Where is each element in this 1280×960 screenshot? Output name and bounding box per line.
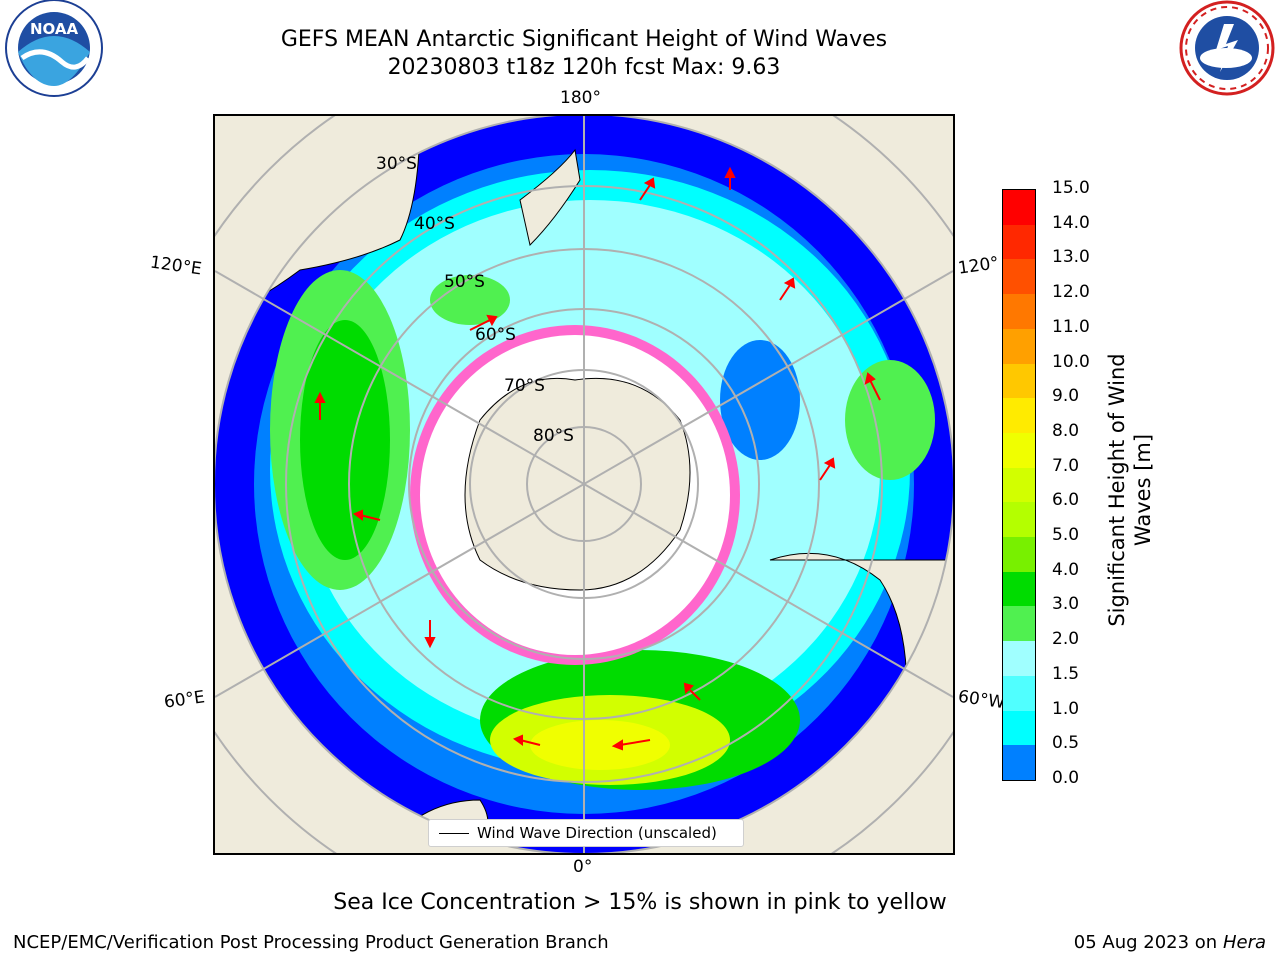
colorbar-title-line2: Waves [m]: [1131, 433, 1155, 547]
colorbar-swatch: [1003, 675, 1035, 711]
colorbar-swatch: [1003, 224, 1035, 260]
colorbar-swatch: [1003, 363, 1035, 399]
map-frame: [213, 114, 955, 855]
lat-label-70s: 70°S: [504, 376, 545, 396]
colorbar-swatch: [1003, 502, 1035, 538]
chart-title: GEFS MEAN Antarctic Significant Height o…: [280, 27, 888, 52]
wave-arrows: [314, 166, 881, 751]
colorbar-swatch: [1003, 398, 1035, 433]
lat-label-40s: 40°S: [414, 214, 455, 234]
chart-subtitle: 20230803 t18z 120h fcst Max: 9.63: [387, 55, 781, 80]
colorbar-tick-label: 9.0: [1052, 386, 1080, 407]
colorbar-title-line1: Significant Height of Wind: [1105, 353, 1129, 627]
footer-credit: NCEP/EMC/Verification Post Processing Pr…: [13, 932, 609, 953]
colorbar-tick-label: 7.0: [1052, 455, 1080, 476]
colorbar-swatch: [1003, 537, 1035, 572]
legend-label: Wind Wave Direction (unscaled): [477, 824, 717, 842]
footer-date: 05 Aug 2023 on Hera: [1074, 932, 1266, 953]
colorbar-swatch: [1003, 432, 1035, 468]
colorbar-swatch: [1003, 259, 1035, 295]
colorbar-tick-label: 4.0: [1052, 559, 1080, 580]
colorbar-tick-label: 13.0: [1052, 247, 1090, 268]
colorbar-swatch: [1003, 606, 1035, 642]
colorbar-swatch: [1003, 641, 1035, 676]
colorbar-tick-label: 1.5: [1052, 663, 1080, 684]
colorbar-tick-label: 5.0: [1052, 525, 1080, 546]
lat-label-60s: 60°S: [475, 325, 516, 345]
colorbar-tick-label: 1.0: [1052, 698, 1080, 719]
colorbar-title: Significant Height of Wind Waves [m]: [1104, 340, 1156, 640]
colorbar-swatch: [1003, 328, 1035, 364]
map-legend: Wind Wave Direction (unscaled): [428, 819, 744, 847]
colorbar-tick-label: 8.0: [1052, 420, 1080, 441]
lat-label-80s: 80°S: [533, 426, 574, 446]
lat-label-30s: 30°S: [376, 154, 417, 174]
graticule: [214, 115, 954, 854]
colorbar-tick-label: 14.0: [1052, 212, 1090, 233]
colorbar-swatch: [1003, 467, 1035, 503]
colorbar-swatch: [1003, 190, 1035, 225]
nws-logo: [1179, 0, 1275, 96]
colorbar-tick-label: 2.0: [1052, 629, 1080, 650]
colorbar-tick-label: 15.0: [1052, 178, 1090, 198]
colorbar-swatch: [1003, 571, 1035, 607]
colorbar-tick-label: 10.0: [1052, 351, 1090, 372]
lon-label-top: 180°: [560, 88, 601, 108]
colorbar-tick-label: 11.0: [1052, 316, 1090, 337]
colorbar: [1002, 189, 1036, 781]
sea-ice-note: Sea Ice Concentration > 15% is shown in …: [333, 890, 947, 915]
colorbar-swatch: [1003, 710, 1035, 746]
colorbar-swatch: [1003, 294, 1035, 329]
colorbar-tick-label: 0.5: [1052, 733, 1080, 754]
lon-label-bottom: 0°: [573, 857, 593, 877]
footer-date-text: 05 Aug 2023 on: [1073, 932, 1218, 953]
legend-line-icon: [439, 832, 469, 834]
lat-label-50s: 50°S: [444, 272, 485, 292]
colorbar-tick-label: 3.0: [1052, 594, 1080, 615]
colorbar-tick-label: 12.0: [1052, 282, 1090, 303]
noaa-logo-text: NOAA: [30, 20, 79, 38]
colorbar-swatch: [1003, 745, 1035, 780]
noaa-logo: NOAA: [5, 0, 103, 97]
footer-machine: Hera: [1222, 932, 1266, 953]
colorbar-tick-label: 6.0: [1052, 490, 1080, 511]
colorbar-tick-label: 0.0: [1052, 768, 1080, 788]
